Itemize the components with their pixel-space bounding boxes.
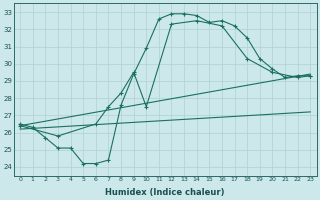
X-axis label: Humidex (Indice chaleur): Humidex (Indice chaleur) <box>106 188 225 197</box>
